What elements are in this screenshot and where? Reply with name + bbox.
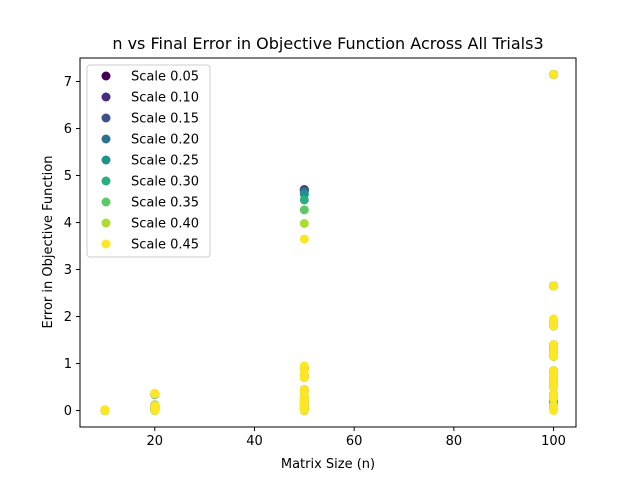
legend-label: Scale 0.15 (131, 112, 199, 127)
legend-marker (101, 71, 111, 81)
legend-marker (101, 218, 111, 228)
legend-marker (101, 92, 111, 102)
legend-box (86, 64, 211, 258)
x-axis-ticks: 20 40 60 80 100 (147, 427, 566, 449)
legend-marker (101, 176, 111, 186)
x-tick-label: 40 (246, 434, 263, 449)
legend-label: Scale 0.30 (131, 175, 199, 190)
legend-label: Scale 0.40 (131, 217, 199, 232)
legend-label: Scale 0.25 (131, 154, 199, 169)
series-9 (100, 69, 559, 416)
data-point (549, 351, 559, 361)
y-tick-label: 6 (64, 122, 72, 137)
legend: Scale 0.05 Scale 0.10 Scale 0.15 Scale 0.20… (86, 64, 211, 258)
legend-label: Scale 0.45 (131, 238, 199, 253)
data-point (549, 394, 559, 404)
y-tick-label: 1 (64, 357, 72, 372)
data-point (150, 388, 160, 398)
x-tick-label: 80 (446, 434, 463, 449)
y-tick-label: 7 (64, 75, 72, 90)
y-tick-label: 5 (64, 169, 72, 184)
data-point (100, 405, 110, 415)
x-axis-label: Matrix Size (n) (281, 457, 375, 472)
data-point (299, 218, 309, 228)
legend-label: Scale 0.10 (131, 91, 199, 106)
data-point (299, 406, 309, 416)
data-point (150, 401, 160, 411)
legend-marker (101, 197, 111, 207)
chart-title: n vs Final Error in Objective Function A… (112, 34, 543, 53)
axes-frame (79, 57, 577, 428)
legend-label: Scale 0.05 (131, 70, 199, 85)
y-tick-label: 0 (64, 404, 72, 419)
x-tick-label: 100 (541, 434, 566, 449)
y-axis-ticks: 0 1 2 3 4 5 6 7 (64, 75, 80, 419)
legend-marker (101, 155, 111, 165)
data-point (549, 69, 559, 79)
data-point (549, 382, 559, 392)
y-tick-label: 4 (64, 216, 72, 231)
legend-marker (101, 113, 111, 123)
data-point (299, 205, 309, 215)
x-tick-label: 60 (346, 434, 363, 449)
legend-marker (101, 134, 111, 144)
x-tick-label: 20 (147, 434, 164, 449)
data-point (549, 406, 559, 416)
legend-label: Scale 0.35 (131, 196, 199, 211)
data-point (299, 195, 309, 205)
data-point (299, 234, 309, 244)
y-tick-label: 3 (64, 263, 72, 278)
y-tick-label: 2 (64, 310, 72, 325)
legend-marker (101, 239, 111, 249)
data-point (549, 321, 559, 331)
data-point (549, 281, 559, 291)
legend-label: Scale 0.20 (131, 133, 199, 148)
data-points (100, 69, 559, 416)
y-axis-label: Error in Objective Function (41, 156, 56, 329)
data-point (299, 373, 309, 383)
